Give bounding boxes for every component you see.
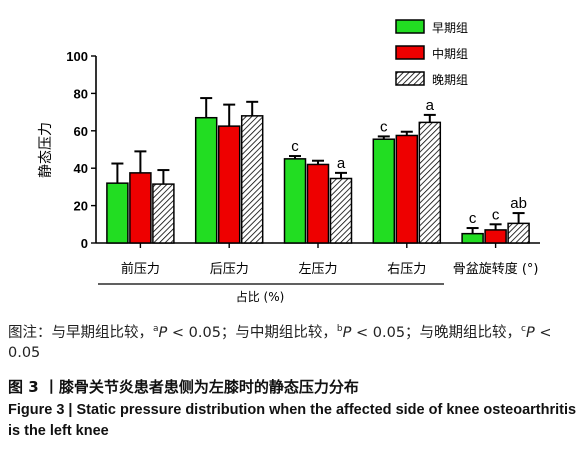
figure-note: 图注：与早期组比较，aP < 0.05；与中期组比较，bP < 0.05；与晚期…	[8, 323, 582, 363]
note-prefix: 图注：与早期组比较，	[8, 325, 153, 341]
significance-label: c	[492, 206, 500, 223]
legend-label: 早期组	[432, 21, 468, 35]
note-t1: < 0.05；与中期组比较，	[167, 325, 337, 341]
significance-label: ab	[510, 195, 527, 212]
figure-caption-cn: 图 3 丨膝骨关节炎患者患侧为左膝时的静态压力分布	[8, 378, 359, 396]
legend-label: 中期组	[432, 46, 468, 61]
bar	[240, 115, 264, 244]
significance-label: c	[291, 138, 299, 155]
bar	[129, 172, 152, 244]
bar	[395, 134, 419, 244]
note-p2: P	[342, 325, 352, 341]
bar	[372, 138, 396, 244]
note-t3: < 0.05	[8, 325, 552, 361]
significance-label: a	[337, 155, 346, 172]
bar	[461, 232, 484, 244]
legend-swatch	[395, 45, 425, 60]
y-tick-label: 100	[66, 49, 88, 64]
x-axis-label: 占比 (%)	[236, 289, 285, 304]
y-tick-label: 60	[74, 124, 88, 139]
bar	[484, 229, 507, 244]
legend-swatch	[395, 71, 425, 86]
bar	[306, 163, 330, 244]
y-tick-label: 0	[81, 236, 88, 251]
note-sup-a: a	[153, 324, 159, 335]
note-p3: P	[526, 325, 535, 341]
bar	[194, 116, 218, 244]
y-tick-label: 40	[74, 161, 88, 176]
bar	[152, 183, 175, 244]
bar	[106, 182, 129, 244]
x-tick-label: 前压力	[121, 261, 160, 277]
chart-axes: 0 20 40 60 80 100 前压力 后压力 左压力 右压力 骨盆旋转度 (°)	[66, 49, 540, 277]
significance-label: c	[469, 210, 477, 227]
bar	[283, 158, 307, 244]
y-tick-label: 20	[74, 199, 88, 214]
legend-swatch	[395, 19, 425, 34]
figure-caption-en: Figure 3 | Static pressure distribution …	[8, 402, 577, 439]
x-tick-label: 后压力	[210, 262, 249, 277]
y-axis-label: 静态压力	[38, 122, 54, 178]
y-tick-label: 80	[74, 86, 88, 101]
x-tick-label: 左压力	[298, 262, 337, 277]
x-tick-label: 骨盆旋转度 (°)	[453, 261, 539, 277]
bar	[329, 177, 353, 244]
note-sup-b: b	[336, 324, 343, 335]
significance-label: c	[380, 118, 388, 135]
x-tick-label: 右压力	[387, 262, 426, 277]
note-p1: P	[158, 325, 168, 341]
bar	[217, 125, 241, 244]
bar	[507, 222, 530, 244]
note-t2: < 0.05；与晚期组比较，	[351, 325, 522, 341]
legend-label: 晚期组	[432, 73, 468, 87]
significance-label: a	[426, 97, 435, 114]
bar	[418, 121, 442, 244]
note-sup-c: c	[521, 324, 526, 335]
